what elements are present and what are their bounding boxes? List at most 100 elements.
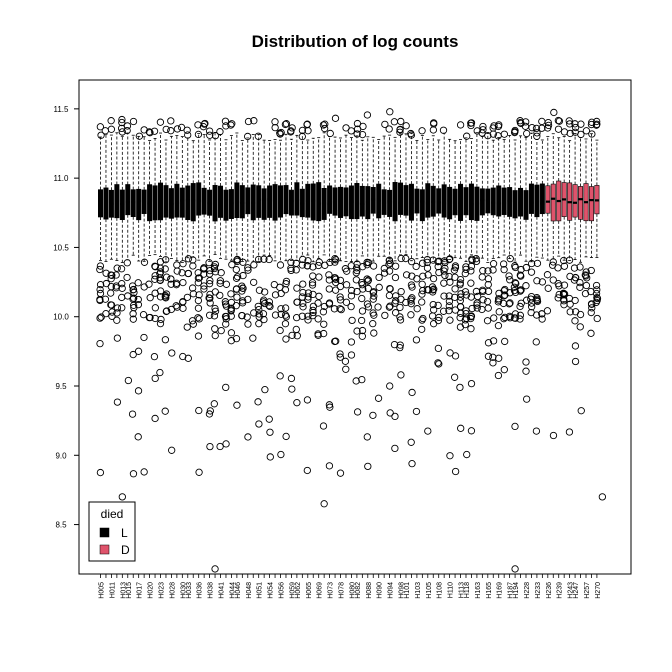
outlier-point: [206, 266, 214, 275]
outlier-point: [217, 269, 225, 277]
outlier-point: [582, 272, 590, 280]
outlier-point: [123, 122, 132, 130]
outlier-point: [243, 313, 251, 321]
outlier-point: [445, 292, 453, 300]
outlier-point: [292, 314, 301, 322]
outlier-point: [332, 337, 340, 345]
box-body: [512, 190, 518, 219]
box-34: [278, 139, 284, 263]
outlier-point: [255, 305, 263, 314]
box-40: [310, 137, 316, 263]
outlier-point: [364, 276, 373, 284]
outlier-point: [467, 279, 475, 287]
outlier-point: [179, 260, 187, 268]
outlier-point: [194, 314, 202, 322]
outlier-point: [402, 122, 410, 130]
outlier-point: [544, 118, 552, 127]
outlier-point: [451, 306, 460, 314]
outlier-point: [265, 255, 273, 264]
box-body: [103, 187, 109, 220]
box-body: [338, 186, 344, 218]
box-28: [245, 137, 251, 262]
outlier-point: [222, 383, 230, 392]
outlier-point: [194, 279, 202, 287]
outlier-point: [276, 129, 284, 137]
outlier-point: [533, 295, 541, 303]
outlier-point: [108, 312, 116, 320]
x-tick-label: H257: [584, 582, 591, 599]
outlier-point: [151, 272, 159, 280]
outlier-point: [222, 320, 230, 328]
outlier-point: [134, 347, 143, 355]
outlier-point: [287, 258, 295, 266]
outlier-point: [194, 304, 203, 312]
outlier-point: [217, 326, 225, 335]
outlier-point: [244, 433, 252, 441]
outlier-point: [228, 261, 236, 269]
outlier-point: [336, 469, 345, 477]
outlier-point: [407, 300, 415, 308]
outlier-point: [402, 298, 410, 307]
outlier-point: [587, 300, 596, 308]
box-body: [316, 182, 322, 222]
outlier-point: [463, 450, 471, 459]
outlier-point: [96, 123, 105, 131]
outlier-point: [544, 284, 552, 292]
box-41: [316, 137, 322, 259]
outlier-point: [451, 352, 460, 360]
outlier-point: [353, 130, 361, 138]
outlier-point: [342, 298, 351, 306]
outlier-point: [407, 311, 415, 319]
outlier-point: [194, 296, 203, 305]
box-body: [539, 183, 545, 215]
outlier-point: [511, 310, 520, 318]
outlier-point: [462, 263, 470, 271]
outlier-point: [211, 331, 219, 340]
outlier-point: [413, 275, 421, 283]
outlier-point: [434, 301, 442, 310]
outlier-point: [522, 282, 530, 290]
outlier-point: [281, 304, 290, 312]
box-body: [239, 185, 245, 219]
outlier-point: [555, 117, 564, 125]
outlier-point: [506, 255, 514, 263]
outlier-point: [260, 315, 268, 324]
outlier-point: [407, 281, 416, 289]
outlier-point: [233, 293, 241, 301]
box-69: [468, 138, 474, 256]
outlier-point: [505, 272, 513, 280]
y-tick-label: 10.5: [53, 243, 69, 252]
box-77: [512, 139, 518, 263]
outlier-point: [516, 311, 525, 319]
outlier-point: [418, 325, 426, 333]
outlier-point: [391, 412, 399, 421]
outlier-point: [522, 358, 530, 366]
outlier-point: [239, 271, 247, 280]
box-78: [518, 135, 524, 256]
box-12: [158, 132, 164, 257]
outlier-point: [232, 302, 240, 310]
box-body: [294, 182, 300, 216]
box-33: [272, 139, 278, 262]
outlier-point: [593, 117, 601, 126]
x-tick-label: H059: [289, 582, 296, 599]
outlier-point: [396, 344, 404, 352]
outlier-point: [161, 265, 169, 273]
x-tick-label: H011: [109, 582, 116, 598]
outlier-point: [293, 399, 301, 407]
box-57: [403, 133, 409, 255]
box-31: [261, 139, 267, 256]
outlier-point: [397, 254, 405, 263]
outlier-point: [227, 121, 235, 129]
outlier-point: [167, 127, 175, 135]
outlier-point: [309, 302, 318, 311]
outlier-point: [565, 428, 574, 436]
outlier-point: [450, 373, 459, 381]
outlier-point: [320, 124, 329, 133]
x-tick-label: H118: [464, 582, 471, 598]
box-body: [185, 185, 191, 220]
outlier-point: [445, 272, 453, 281]
outlier-point: [129, 117, 138, 126]
outlier-point: [205, 410, 214, 418]
outlier-point: [216, 128, 224, 136]
